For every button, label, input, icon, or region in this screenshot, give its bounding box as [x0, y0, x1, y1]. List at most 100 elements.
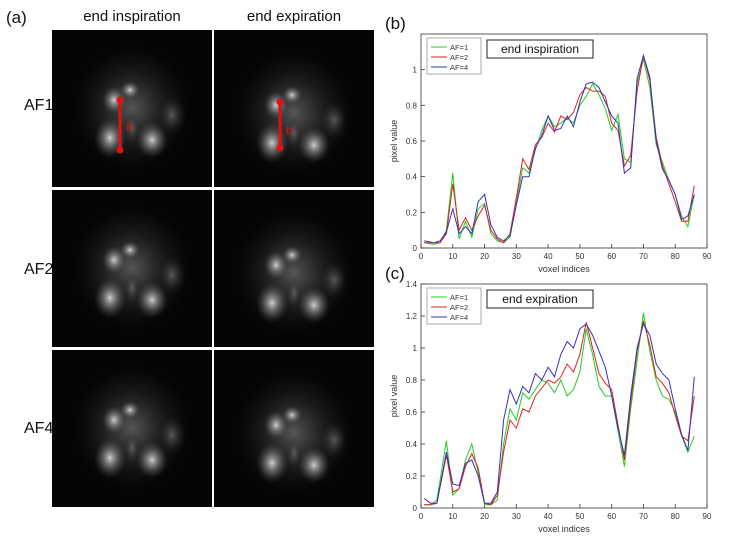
liver-region [282, 406, 302, 424]
x-tick-label: 70 [639, 512, 648, 521]
spine-region [286, 437, 302, 469]
spine-region [124, 112, 140, 144]
bowel-region [320, 420, 348, 460]
legend-label: AF=1 [450, 43, 468, 52]
profile-endpoint-top [276, 98, 284, 106]
y-tick-label: 0.4 [406, 173, 418, 182]
y-tick-label: 1 [413, 66, 418, 75]
mri-af4-expiration [214, 350, 374, 507]
x-tick-label: 10 [448, 512, 457, 521]
kidney-right [298, 287, 330, 323]
y-tick-label: 1.2 [406, 312, 418, 321]
x-tick-label: 70 [639, 252, 648, 261]
row-label-af2: AF2 [24, 261, 54, 278]
legend-label: AF=2 [450, 303, 468, 312]
chart-title: end inspiration [501, 42, 579, 56]
series-line-af1 [424, 58, 695, 245]
y-tick-label: 0.4 [406, 440, 418, 449]
x-tick-label: 50 [575, 512, 584, 521]
spine-region [124, 432, 140, 464]
legend-label: AF=1 [450, 293, 468, 302]
bowel-region [320, 260, 348, 300]
x-tick-label: 0 [419, 252, 424, 261]
x-tick-label: 40 [544, 252, 553, 261]
y-tick-label: 0.6 [406, 408, 418, 417]
x-tick-label: 10 [448, 252, 457, 261]
y-tick-label: 1 [413, 344, 418, 353]
panel-a-label: (a) [6, 8, 27, 27]
y-tick-label: 1.4 [406, 280, 418, 289]
profile-endpoint-top [116, 96, 124, 104]
kidney-left [256, 443, 288, 483]
series-line-af2 [424, 320, 695, 506]
x-tick-label: 30 [512, 512, 521, 521]
legend-box [426, 287, 482, 325]
y-tick-label: 0 [413, 244, 418, 253]
chart-title-box [486, 289, 594, 309]
x-tick-label: 50 [575, 252, 584, 261]
spine-region [286, 117, 302, 149]
series-line-af4 [423, 322, 695, 504]
row-label-af4: AF4 [24, 420, 54, 437]
chart-title: end expiration [502, 292, 577, 306]
row-label-af1: AF1 [24, 97, 54, 114]
annotation-a: a [126, 119, 133, 133]
x-tick-label: 90 [703, 252, 712, 261]
bowel-region [158, 255, 186, 295]
kidney-right [298, 447, 330, 483]
x-axis-label: voxel indices [538, 264, 590, 274]
column-title-inspiration: end inspiration [83, 8, 181, 25]
mri-af1-inspiration [52, 30, 212, 187]
liver-region [120, 241, 140, 259]
liver-region [120, 81, 140, 99]
kidney-left [94, 278, 126, 318]
annotation-b: b [286, 123, 293, 137]
kidney-right [136, 122, 168, 158]
profile-endpoint-bottom [116, 146, 124, 154]
kidney-left [256, 283, 288, 323]
upper-organ [102, 246, 126, 274]
x-tick-label: 80 [671, 512, 680, 521]
kidney-left [94, 438, 126, 478]
x-tick-label: 60 [607, 252, 616, 261]
liver-region [282, 86, 302, 104]
mri-af4-inspiration [52, 350, 212, 507]
y-axis-label: pixel value [389, 120, 399, 163]
legend-label: AF=2 [450, 53, 468, 62]
x-tick-label: 40 [544, 512, 553, 521]
kidney-right [136, 442, 168, 478]
mri-af2-inspiration [52, 190, 212, 347]
y-tick-label: 0.8 [406, 101, 418, 110]
liver-region [120, 401, 140, 419]
x-tick-label: 0 [419, 512, 424, 521]
series-line-af1 [424, 312, 695, 506]
y-tick-label: 0.6 [406, 137, 418, 146]
profile-marker-inspiration: a [116, 96, 133, 154]
spine-region [124, 272, 140, 304]
x-tick-label: 20 [480, 252, 489, 261]
y-axis-label: pixel value [389, 375, 399, 418]
y-tick-label: 0.2 [406, 208, 418, 217]
y-tick-label: 0.8 [406, 376, 418, 385]
y-tick-label: 0 [413, 504, 418, 513]
upper-organ [102, 406, 126, 434]
spine-region [286, 277, 302, 309]
bowel-region [158, 415, 186, 455]
legend-box [426, 37, 482, 75]
bowel-region [158, 95, 186, 135]
x-axis-label: voxel indices [538, 524, 590, 534]
liver-region [282, 246, 302, 264]
upper-organ [264, 251, 288, 279]
legend-label: AF=4 [450, 313, 468, 322]
panel-c-label: (c) [385, 264, 405, 283]
mri-af1-expiration [214, 30, 374, 187]
profile-marker-expiration: b [276, 98, 293, 152]
series-line-af4 [424, 53, 695, 244]
bowel-region [320, 100, 348, 140]
column-title-expiration: end expiration [246, 8, 342, 25]
panel-b-label: (b) [385, 14, 406, 33]
upper-organ [264, 411, 288, 439]
kidney-right [136, 282, 168, 318]
profile-endpoint-bottom [276, 144, 284, 152]
x-tick-label: 90 [703, 512, 712, 521]
